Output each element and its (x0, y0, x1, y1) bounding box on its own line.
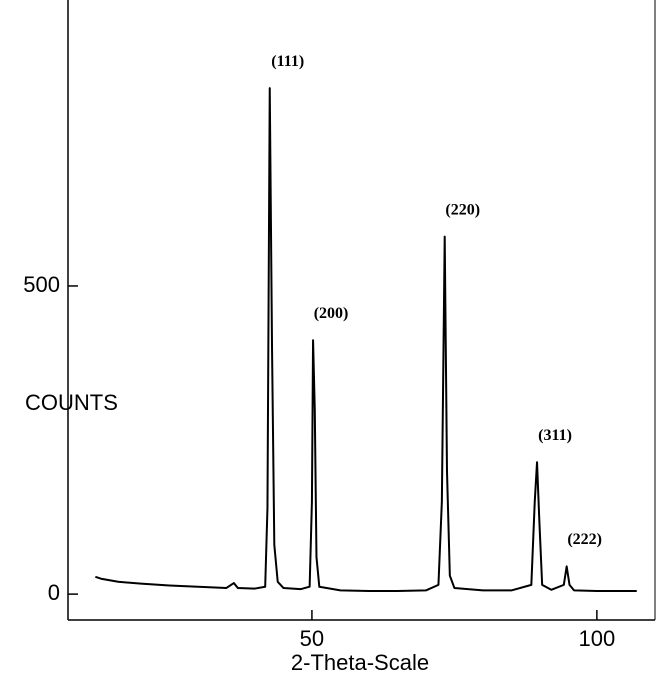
x-axis-label: 2-Theta-Scale (291, 650, 429, 675)
peak-label: (200) (314, 305, 349, 322)
x-tick-label: 100 (579, 626, 616, 651)
y-tick-label: 0 (48, 580, 60, 605)
x-tick-label: 50 (300, 626, 324, 651)
peak-label: (111) (271, 53, 304, 70)
y-axis-label: COUNTS (25, 390, 118, 415)
line (95, 87, 637, 593)
peak-label: (220) (445, 201, 480, 218)
y-tick-label: 500 (23, 272, 60, 297)
peak-label: (311) (538, 427, 572, 444)
peak-label: (222) (567, 531, 602, 548)
